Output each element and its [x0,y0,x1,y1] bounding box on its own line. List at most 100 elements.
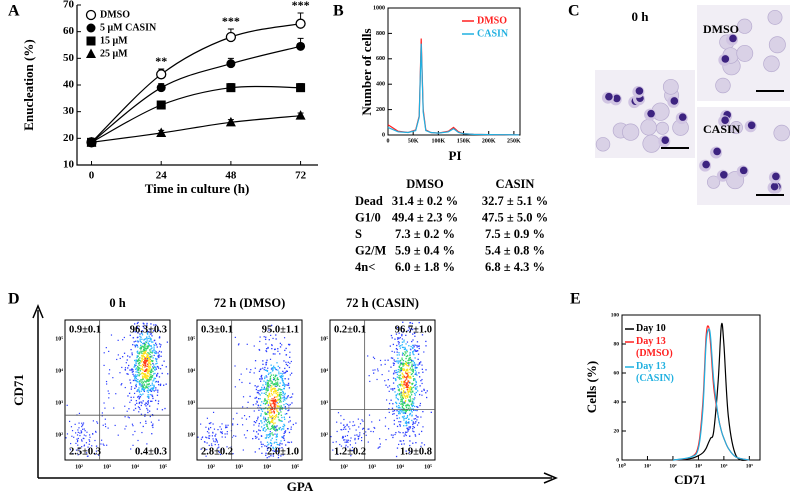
event-dot [96,422,99,424]
event-dot [257,416,259,418]
event-dot [283,426,285,428]
event-dot [284,430,287,432]
event-dot [404,376,406,378]
event-dot [358,435,360,438]
event-dot [101,415,103,417]
event-dot [153,386,155,388]
event-dot [138,382,141,384]
event-dot [265,348,268,350]
event-dot [414,350,417,352]
event-dot [404,433,406,435]
event-dot [400,391,402,394]
event-dot [85,442,88,444]
x-tick-label: 250K [507,138,521,144]
event-dot [412,422,414,424]
event-dot [214,443,216,446]
event-dot [155,367,157,369]
event-dot [127,367,129,369]
event-dot [388,390,390,392]
event-dot [267,434,270,436]
event-dot [263,336,265,338]
event-dot [414,357,416,359]
x-axis-label: Time in culture (h) [145,181,250,196]
event-dot [136,375,138,378]
event-dot [403,341,405,343]
event-dot [264,377,266,380]
event-dot [279,399,282,402]
event-dot [141,387,144,389]
event-dot [257,433,259,435]
event-dot [414,418,417,420]
event-dot [149,363,151,365]
event-dot [146,443,148,445]
x-tick-label: 100K [432,138,446,144]
event-dot [151,350,153,352]
event-dot [275,385,277,387]
event-dot [280,391,282,394]
event-dot [152,423,154,425]
event-dot [273,378,276,380]
event-dot [405,372,407,374]
column-label: 0 h [632,9,650,24]
event-dot [94,439,96,442]
event-dot [145,363,147,365]
event-dot [149,405,151,407]
event-dot [282,454,284,456]
event-dot [137,381,139,383]
event-dot [290,360,292,363]
event-dot [280,397,282,399]
cell [640,119,657,136]
event-dot [112,377,114,379]
event-dot [290,441,293,443]
event-dot [401,398,403,400]
event-dot [411,414,413,416]
event-dot [126,355,129,357]
event-dot [269,358,272,360]
event-dot [359,432,361,434]
event-dot [105,380,108,383]
event-dot [285,408,287,410]
event-dot [275,415,278,417]
event-dot [83,445,85,447]
event-dot [282,400,285,402]
event-dot [155,324,157,326]
event-dot [258,409,260,411]
event-dot [124,416,126,418]
event-dot [418,345,420,347]
event-dot [387,428,390,430]
event-dot [267,386,269,388]
event-dot [425,369,427,371]
event-dot [416,419,418,421]
event-dot [137,368,139,370]
event-dot [278,419,280,422]
event-dot [119,357,121,360]
event-dot [268,329,270,331]
event-dot [384,359,386,361]
event-dot [269,447,271,449]
event-dot [274,367,276,369]
event-dot [372,431,375,433]
event-dot [144,370,147,372]
event-dot [273,396,276,398]
event-dot [273,404,276,407]
event-dot [138,397,141,399]
event-dot [141,332,143,335]
event-dot [406,362,409,364]
event-dot [258,370,261,372]
event-dot [271,367,273,369]
event-dot [276,381,279,383]
event-dot [147,364,150,366]
event-dot [283,383,285,385]
event-dot [392,410,394,412]
event-dot [141,365,144,368]
event-dot [134,346,137,348]
x-tick-label: 10² [340,464,348,470]
x-tick-label: 0 [89,170,95,182]
event-dot [255,431,258,433]
event-dot [265,361,268,364]
event-dot [268,384,270,386]
event-dot [155,368,158,370]
y-tick-label: 10² [187,432,195,438]
event-dot [405,405,407,407]
event-dot [406,349,408,351]
